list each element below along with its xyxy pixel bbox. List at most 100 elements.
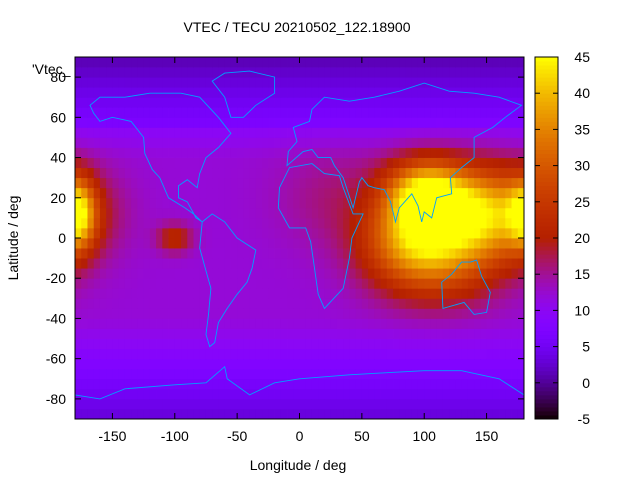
heatmap-cell: [81, 358, 88, 370]
heatmap-cell: [436, 298, 444, 309]
heatmap-cell: [249, 398, 257, 410]
heatmap-cell: [305, 87, 313, 98]
heatmap-cell: [156, 268, 163, 279]
heatmap-cell: [93, 378, 101, 390]
heatmap-cell: [424, 248, 431, 259]
y-tick-label: 80: [50, 69, 66, 85]
heatmap-cell: [461, 258, 469, 269]
heatmap-cell: [237, 227, 244, 239]
heatmap-cell: [361, 398, 369, 410]
heatmap-cell: [311, 358, 319, 370]
heatmap-cell: [399, 278, 406, 289]
heatmap-cell: [249, 97, 257, 108]
colorbar-segment: [535, 209, 558, 215]
heatmap-cell: [442, 388, 450, 400]
heatmap-cell: [268, 308, 275, 319]
heatmap-cell: [224, 388, 232, 400]
heatmap-cell: [399, 288, 406, 299]
heatmap-cell: [81, 398, 88, 410]
heatmap-cell: [156, 137, 163, 148]
heatmap-cell: [293, 308, 300, 319]
heatmap-cell: [181, 207, 188, 219]
heatmap-cell: [374, 258, 381, 269]
heatmap-cell: [112, 388, 120, 400]
heatmap-cell: [486, 97, 494, 108]
heatmap-cell: [393, 207, 400, 219]
heatmap-cell: [75, 147, 82, 158]
heatmap-cell: [424, 127, 431, 138]
heatmap-cell: [492, 197, 500, 209]
heatmap-cell: [181, 408, 188, 420]
heatmap-cell: [499, 388, 506, 400]
heatmap-cell: [187, 217, 194, 229]
heatmap-cell: [268, 258, 275, 269]
heatmap-cell: [299, 77, 307, 88]
heatmap-cell: [361, 77, 369, 88]
heatmap-cell: [249, 147, 257, 158]
heatmap-cell: [162, 227, 169, 239]
heatmap-cell: [311, 248, 319, 259]
heatmap-cell: [93, 358, 101, 370]
heatmap-cell: [143, 217, 151, 229]
heatmap-cell: [517, 308, 525, 319]
heatmap-cell: [336, 97, 344, 108]
heatmap-cell: [174, 308, 182, 319]
heatmap-cell: [137, 97, 144, 108]
heatmap-cell: [480, 117, 487, 128]
heatmap-cell: [374, 107, 381, 118]
heatmap-cell: [449, 368, 456, 380]
heatmap-cell: [205, 378, 213, 390]
heatmap-cell: [374, 197, 381, 209]
heatmap-cell: [417, 187, 425, 199]
colorbar-segment: [535, 137, 558, 142]
heatmap-cell: [262, 197, 269, 209]
heatmap-cell: [99, 248, 107, 259]
heatmap-cell: [311, 318, 319, 329]
heatmap-cell: [349, 358, 357, 370]
heatmap-cell: [405, 107, 413, 118]
y-tick-label: -80: [46, 391, 66, 407]
heatmap-cell: [511, 398, 519, 410]
heatmap-cell: [143, 368, 151, 380]
heatmap-cell: [299, 107, 307, 118]
heatmap-cell: [336, 328, 344, 339]
heatmap-cell: [243, 378, 251, 390]
heatmap-cell: [255, 117, 263, 128]
heatmap-cell: [106, 177, 113, 189]
heatmap-cell: [330, 238, 338, 249]
colorbar-segment: [535, 85, 558, 90]
heatmap-cell: [181, 348, 188, 360]
colorbar-segment: [535, 390, 558, 396]
heatmap-cell: [324, 97, 332, 108]
heatmap-cell: [287, 97, 294, 108]
heatmap-cell: [218, 217, 226, 229]
heatmap-cell: [137, 238, 144, 249]
heatmap-cell: [193, 137, 201, 148]
heatmap-cell: [349, 348, 357, 360]
colorbar-segment: [535, 149, 558, 155]
heatmap-cell: [99, 378, 107, 390]
heatmap-cell: [137, 338, 144, 350]
heatmap-cell: [268, 408, 275, 420]
heatmap-cell: [249, 268, 257, 279]
heatmap-cell: [218, 147, 226, 158]
heatmap-cell: [218, 288, 226, 299]
heatmap-cell: [430, 298, 438, 309]
heatmap-cell: [106, 318, 113, 329]
heatmap-cell: [93, 227, 101, 239]
heatmap-cell: [386, 368, 394, 380]
heatmap-cell: [349, 107, 357, 118]
heatmap-cell: [262, 408, 269, 420]
heatmap-cell: [156, 398, 163, 410]
heatmap-cell: [137, 268, 144, 279]
heatmap-cell: [386, 187, 394, 199]
heatmap-cell: [168, 278, 176, 289]
heatmap-cell: [517, 57, 525, 68]
heatmap-cell: [436, 358, 444, 370]
heatmap-cell: [467, 268, 475, 279]
heatmap-cell: [411, 127, 419, 138]
heatmap-cell: [131, 358, 138, 370]
heatmap-cell: [349, 137, 357, 148]
heatmap-cell: [486, 268, 494, 279]
heatmap-cell: [417, 217, 425, 229]
